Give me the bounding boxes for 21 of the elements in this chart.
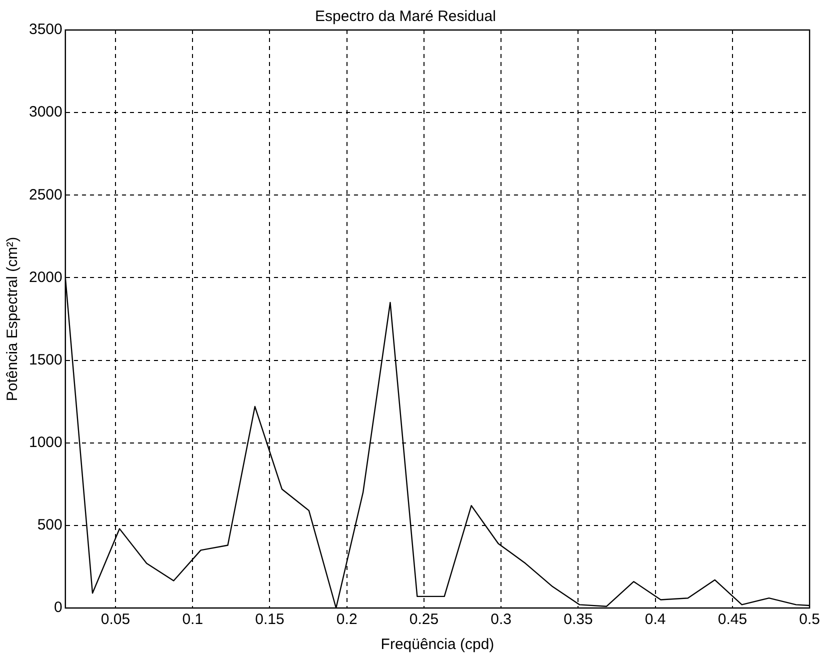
y-tick-label: 1000 <box>28 434 62 451</box>
x-tick-label: 0.2 <box>336 611 358 628</box>
x-axis-title: Freqüência (cpd) <box>380 636 494 654</box>
y-axis-title: Potência Espectral (cm²) <box>4 236 22 402</box>
x-tick-label: 0.05 <box>100 611 130 628</box>
y-tick-label: 2000 <box>28 268 62 286</box>
x-tick-label: 0.35 <box>564 611 593 628</box>
y-tick-label: 2500 <box>28 186 62 204</box>
y-tick-label: 3000 <box>28 104 62 121</box>
x-tick-label: 0.5 <box>799 611 820 628</box>
y-tick-label: 1500 <box>28 351 62 368</box>
y-tick-label: 3500 <box>28 21 62 38</box>
x-tick-label: 0.3 <box>490 611 512 628</box>
x-tick-label: 0.25 <box>409 611 439 628</box>
y-tick-label: 500 <box>37 516 62 534</box>
x-tick-label: 0.45 <box>718 611 748 628</box>
x-tick-label: 0.1 <box>182 611 204 628</box>
y-tick-label: 0 <box>54 599 62 616</box>
x-tick-label: 0.4 <box>644 611 666 628</box>
chart-title: Espectro da Maré Residual <box>315 8 496 26</box>
x-tick-label: 0.15 <box>255 611 284 628</box>
